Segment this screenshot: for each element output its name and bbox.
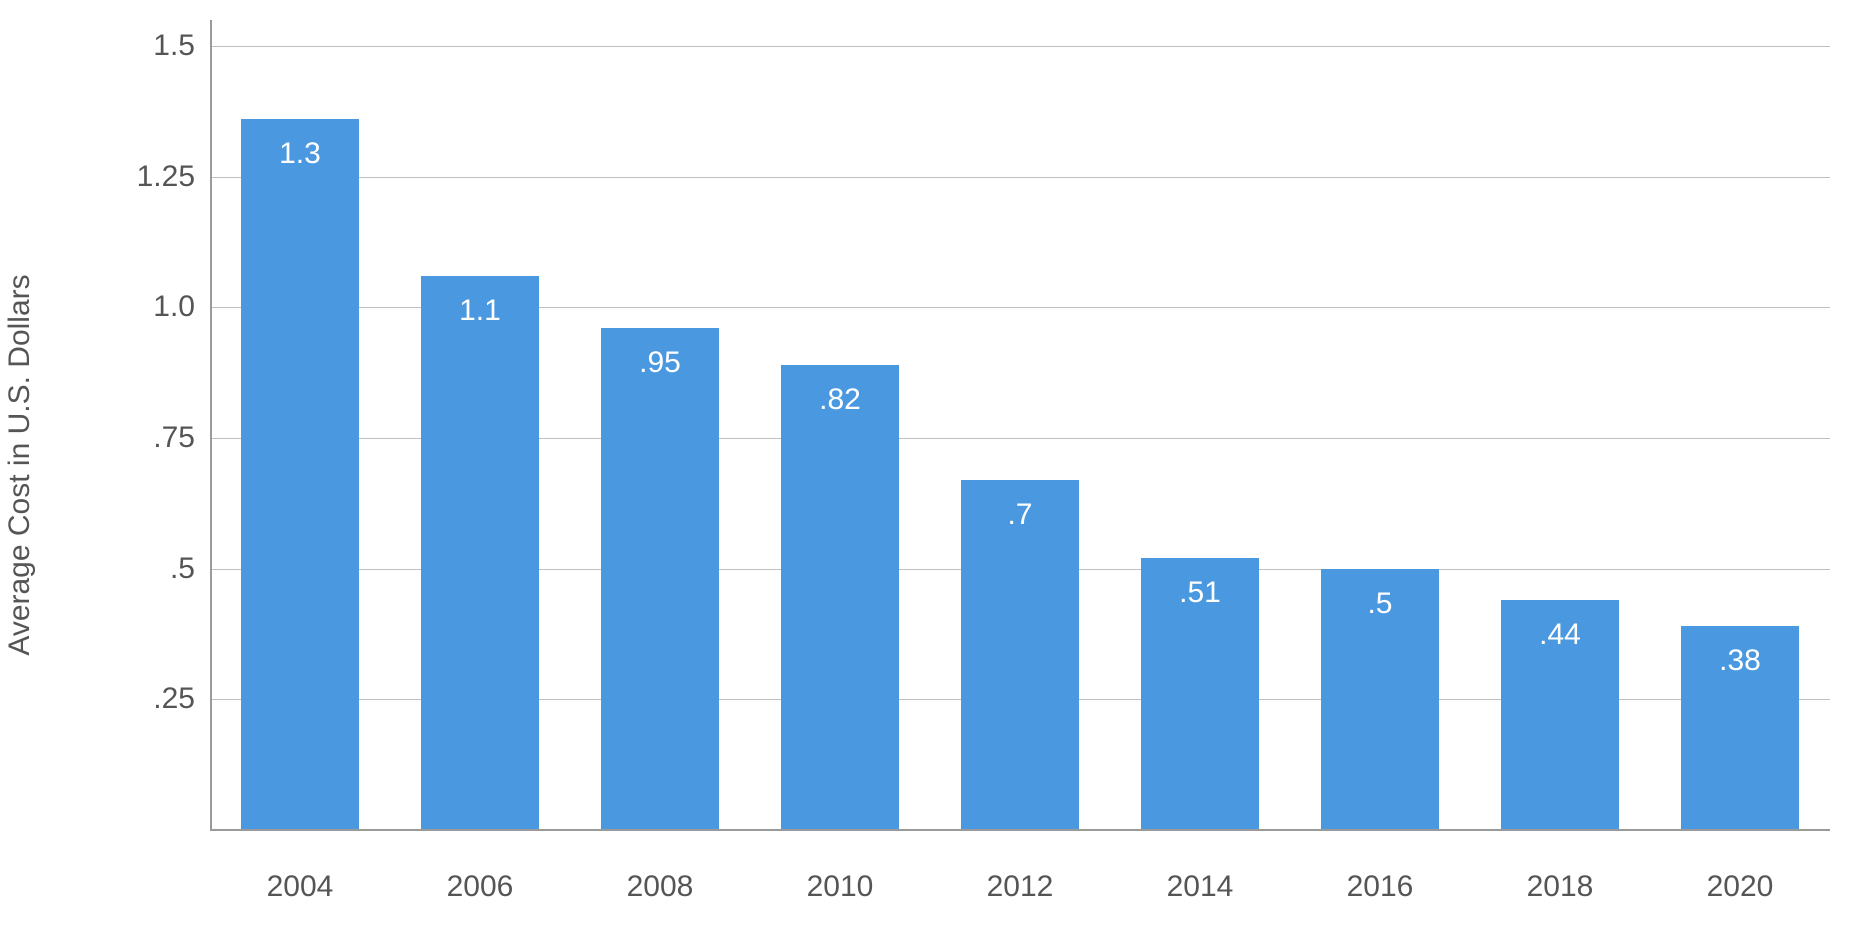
bar-value-label: .7 [961, 498, 1080, 532]
x-tick-label: 2020 [1707, 870, 1774, 904]
y-tick-label: .75 [95, 421, 195, 455]
x-tick-label: 2014 [1167, 870, 1234, 904]
bar-value-label: .5 [1321, 587, 1440, 621]
bar: .38 [1681, 626, 1800, 830]
bar: .5 [1321, 569, 1440, 830]
bar: .51 [1141, 558, 1260, 830]
y-tick-label: .25 [95, 682, 195, 716]
bar: 1.3 [241, 119, 360, 830]
bar-value-label: .44 [1501, 618, 1620, 652]
x-tick-label: 2008 [627, 870, 694, 904]
bar: .95 [601, 328, 720, 830]
bar: .82 [781, 365, 900, 830]
x-tick-label: 2010 [807, 870, 874, 904]
bar: 1.1 [421, 276, 540, 830]
x-tick-label: 2012 [987, 870, 1054, 904]
bar-value-label: 1.3 [241, 137, 360, 171]
x-tick-label: 2004 [267, 870, 334, 904]
bar: .44 [1501, 600, 1620, 830]
plot-area: 1.3 1.1 .95 .82 .7 .51 .5 .44 .38 [210, 20, 1830, 830]
gridline [210, 177, 1830, 178]
gridline [210, 46, 1830, 47]
y-tick-label: 1.25 [95, 160, 195, 194]
bar-value-label: 1.1 [421, 294, 540, 328]
bar-value-label: .38 [1681, 644, 1800, 678]
y-tick-label: 1.5 [95, 29, 195, 63]
x-tick-label: 2006 [447, 870, 514, 904]
bar-value-label: .82 [781, 383, 900, 417]
x-tick-label: 2018 [1527, 870, 1594, 904]
x-axis-line [210, 829, 1830, 831]
bar: .7 [961, 480, 1080, 830]
bar-value-label: .51 [1141, 576, 1260, 610]
bar-value-label: .95 [601, 346, 720, 380]
y-axis-line [210, 20, 212, 830]
y-axis-title: Average Cost in U.S. Dollars [3, 274, 37, 655]
y-tick-label: 1.0 [95, 290, 195, 324]
y-tick-label: .5 [95, 552, 195, 586]
cost-bar-chart: Average Cost in U.S. Dollars .25 .5 .75 1.0… [0, 0, 1850, 930]
x-tick-label: 2016 [1347, 870, 1414, 904]
